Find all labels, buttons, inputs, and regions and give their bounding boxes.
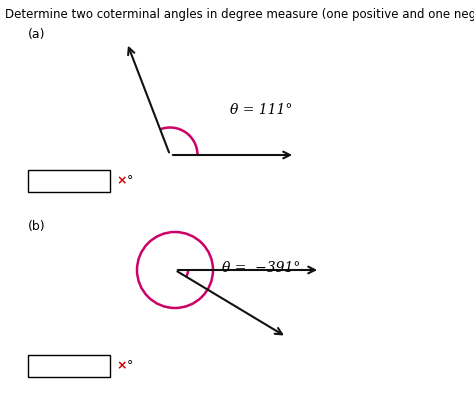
Text: ×: × (116, 174, 127, 188)
Bar (28, 170, 110, 192)
Text: (b): (b) (28, 220, 46, 233)
Bar (28, 355, 110, 377)
Text: °: ° (127, 359, 133, 373)
Text: ×: × (116, 359, 127, 373)
Text: Determine two coterminal angles in degree measure (one positive and one negative: Determine two coterminal angles in degre… (5, 8, 474, 21)
Text: θ =  −391°: θ = −391° (222, 261, 301, 275)
Text: °: ° (127, 174, 133, 188)
Text: (a): (a) (28, 28, 46, 41)
Text: θ = 111°: θ = 111° (230, 103, 292, 117)
